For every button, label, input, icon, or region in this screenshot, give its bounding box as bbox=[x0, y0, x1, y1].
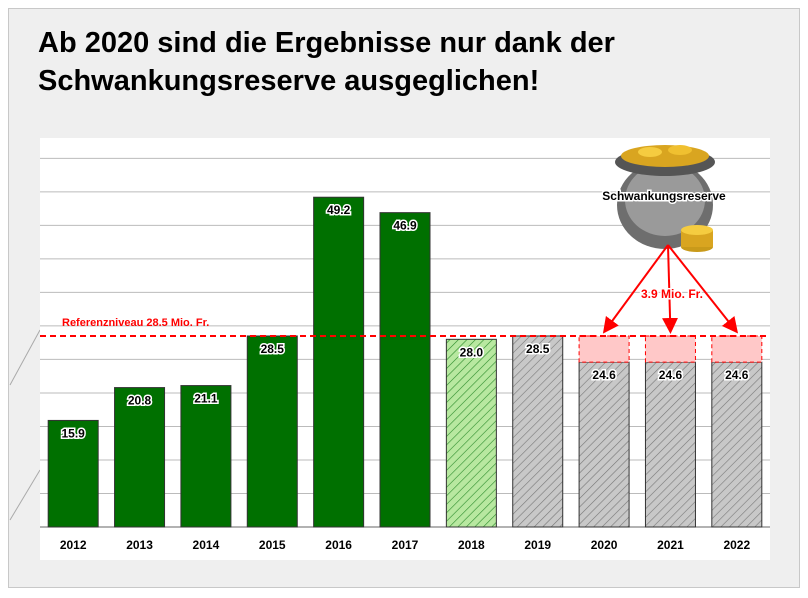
bar bbox=[181, 386, 231, 527]
x-tick-label: 2020 bbox=[591, 538, 618, 552]
reserve-segment bbox=[579, 336, 629, 362]
reserve-segment bbox=[712, 336, 762, 362]
x-tick-label: 2012 bbox=[60, 538, 87, 552]
value-label: 46.9 bbox=[393, 219, 417, 233]
x-tick-label: 2017 bbox=[392, 538, 419, 552]
x-tick-label: 2015 bbox=[259, 538, 286, 552]
reserve-label: 3.9 Mio. Fr. bbox=[641, 287, 703, 301]
x-tick-label: 2021 bbox=[657, 538, 684, 552]
bar bbox=[712, 362, 762, 527]
reference-label: Referenzniveau 28.5 Mio. Fr. bbox=[62, 317, 209, 329]
bar bbox=[446, 339, 496, 527]
value-label: 15.9 bbox=[62, 426, 86, 440]
bar bbox=[645, 362, 695, 527]
bar bbox=[579, 362, 629, 527]
x-tick-label: 2022 bbox=[723, 538, 750, 552]
value-label: 28.5 bbox=[261, 342, 285, 356]
callout-line bbox=[10, 330, 40, 520]
page: {"chart_data": {"type": "bar", "title": … bbox=[0, 0, 808, 598]
bar bbox=[380, 213, 430, 527]
value-label: 24.6 bbox=[725, 368, 749, 382]
x-tick-label: 2018 bbox=[458, 538, 485, 552]
bar bbox=[513, 336, 563, 527]
value-label: 24.6 bbox=[592, 368, 616, 382]
value-label: 49.2 bbox=[327, 203, 351, 217]
value-label: 24.6 bbox=[659, 368, 683, 382]
value-label: 21.1 bbox=[194, 392, 218, 406]
x-tick-label: 2014 bbox=[193, 538, 220, 552]
x-tick-label: 2019 bbox=[524, 538, 551, 552]
reserve-name: Schwankungsreserve bbox=[602, 189, 726, 203]
x-tick-label: 2013 bbox=[126, 538, 153, 552]
reserve-segment bbox=[645, 336, 695, 362]
bar bbox=[247, 336, 297, 527]
value-label: 28.0 bbox=[460, 345, 484, 359]
value-label: 28.5 bbox=[526, 342, 550, 356]
bar bbox=[115, 388, 165, 527]
x-tick-label: 2016 bbox=[325, 538, 352, 552]
value-label: 20.8 bbox=[128, 394, 152, 408]
chart: 2012 15.9 2013 20.8 2014 21.1 2015 28.5 2016 49.2… bbox=[0, 0, 808, 598]
bar bbox=[314, 197, 364, 527]
